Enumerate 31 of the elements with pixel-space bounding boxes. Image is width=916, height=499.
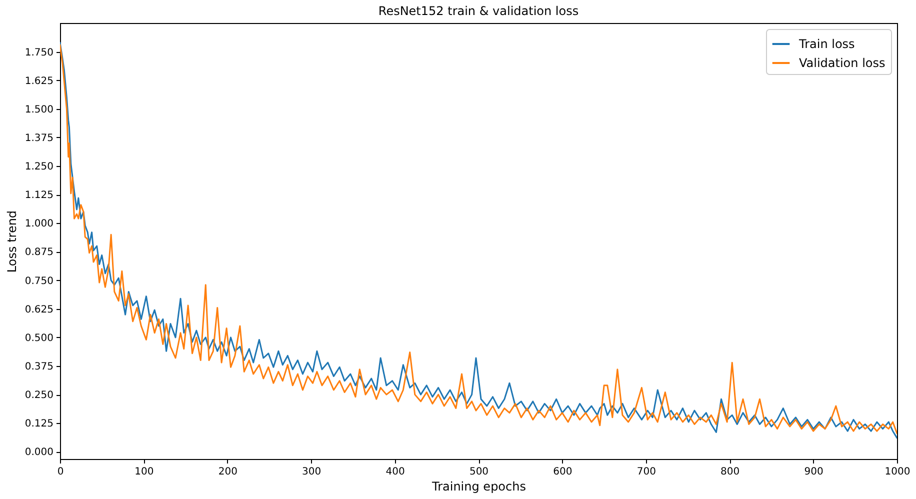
x-tick-label: 500 <box>469 466 489 478</box>
y-tick-label: 1.000 <box>24 218 54 230</box>
y-tick-label: 1.375 <box>24 132 54 144</box>
y-tick-label: 0.500 <box>24 332 54 344</box>
y-tick-label: 1.625 <box>24 76 54 87</box>
x-tick-label: 0 <box>57 466 64 478</box>
x-tick-label: 800 <box>720 466 740 478</box>
x-axis-title: Training epochs <box>431 480 526 494</box>
x-tick-label: 600 <box>553 466 572 478</box>
x-tick-label: 700 <box>636 466 656 478</box>
x-tick-label: 200 <box>218 466 238 478</box>
y-tick-label: 0.250 <box>24 390 54 402</box>
legend-label: Validation loss <box>799 56 886 70</box>
y-tick-label: 0.875 <box>24 247 54 258</box>
x-tick-label: 1000 <box>884 466 910 478</box>
y-tick-label: 0.375 <box>24 361 54 372</box>
y-tick-label: 0.750 <box>24 276 54 287</box>
y-tick-label: 0.625 <box>24 304 54 316</box>
legend-label: Train loss <box>798 37 855 51</box>
x-tick-label: 300 <box>302 466 322 478</box>
x-tick-label: 900 <box>804 466 824 478</box>
chart-title: ResNet152 train & validation loss <box>378 4 579 18</box>
y-axis-title: Loss trend <box>4 210 19 273</box>
y-tick-label: 0.000 <box>24 447 54 458</box>
y-tick-label: 0.125 <box>24 418 54 430</box>
y-tick-label: 1.750 <box>24 47 54 58</box>
y-tick-label: 1.125 <box>24 190 54 202</box>
x-tick-label: 400 <box>386 466 405 478</box>
y-tick-label: 1.500 <box>24 104 54 116</box>
y-tick-label: 1.250 <box>24 162 54 173</box>
x-tick-label: 100 <box>134 466 154 478</box>
